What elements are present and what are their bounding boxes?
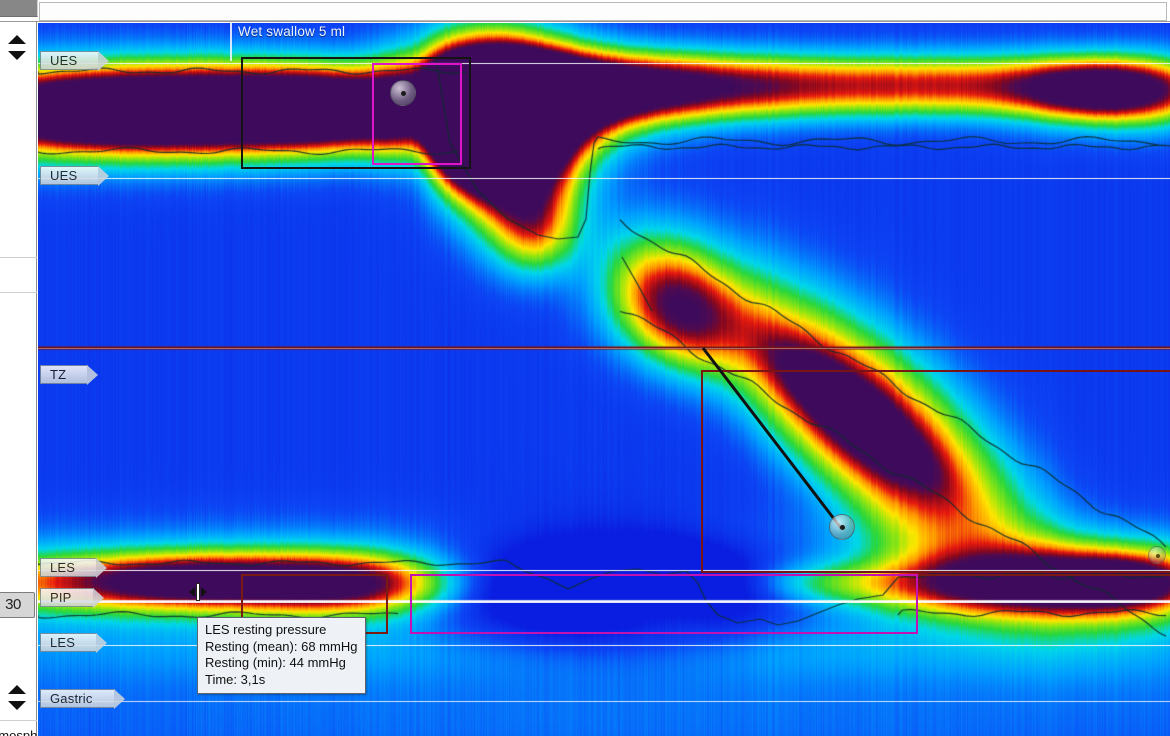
guide-line-les-upper — [38, 570, 1170, 571]
landmark-tag-label: LES — [50, 560, 76, 575]
spinner-up-arrow-icon[interactable] — [8, 685, 26, 694]
landmark-tag-ues-lower[interactable]: UES — [40, 166, 110, 186]
tooltip-title: LES resting pressure — [205, 622, 327, 637]
header-input-field[interactable] — [39, 2, 1167, 21]
cursor-left-arrow-icon — [189, 587, 195, 597]
guide-line-ues-upper — [38, 63, 1170, 64]
guide-line-gastric — [38, 701, 1170, 702]
landmark-tag-label: PIP — [50, 590, 72, 605]
horizontal-resize-cursor[interactable] — [189, 581, 207, 603]
header-corner-block — [0, 0, 38, 17]
left-scale-rail: 30 Atmospheric — [0, 22, 58, 736]
spinner-up-arrow-icon[interactable] — [8, 35, 26, 44]
guide-line-les-lower — [38, 645, 1170, 646]
rail-divider-bottom — [0, 720, 37, 721]
rail-divider-lower — [0, 292, 37, 293]
landmark-tag-les-upper[interactable]: LES — [40, 558, 108, 578]
guide-line-tz-upper — [38, 348, 1170, 349]
rail-divider-upper — [0, 257, 37, 258]
vertical-scale-spinner-top[interactable] — [5, 34, 29, 68]
landmark-tag-gastric[interactable]: Gastric — [40, 689, 125, 709]
tooltip-min-value: Resting (min): 44 mmHg — [205, 655, 346, 670]
atmospheric-baseline-label: Atmospheric — [0, 728, 58, 736]
measurement-handle-ues[interactable] — [390, 80, 416, 106]
pressure-scale-marker[interactable]: 30 — [0, 592, 35, 618]
guide-line-pip — [38, 601, 1170, 603]
landmark-tag-label: UES — [50, 53, 78, 68]
spinner-down-arrow-icon[interactable] — [8, 701, 26, 710]
spinner-divider — [5, 696, 29, 699]
spinner-divider — [5, 46, 29, 49]
cursor-stem-icon — [196, 583, 200, 601]
pressure-topography-plot[interactable]: UES UES TZ LES PIP LES Gastric Wet swallow 5 m… — [38, 23, 1170, 736]
landmark-tag-tz[interactable]: TZ — [40, 365, 99, 385]
measurement-box-tz-dci[interactable] — [701, 370, 1170, 573]
tooltip-time-value: Time: 3,1s — [205, 671, 266, 687]
measurement-handle-tz[interactable] — [829, 514, 855, 540]
landmark-tag-ues-upper[interactable]: UES — [40, 51, 110, 71]
landmark-tag-label: LES — [50, 635, 76, 650]
landmark-tag-label: UES — [50, 168, 78, 183]
les-resting-pressure-tooltip: LES resting pressure Resting (mean): 68 … — [197, 617, 367, 694]
swallow-marker-stem — [230, 23, 232, 61]
spinner-down-arrow-icon[interactable] — [8, 51, 26, 60]
landmark-tag-pip[interactable]: PIP — [40, 588, 104, 608]
measurement-handle-les[interactable] — [1148, 546, 1166, 564]
landmark-tag-les-lower[interactable]: LES — [40, 633, 108, 653]
handle-center-dot — [840, 525, 845, 530]
measurement-box-ues-magenta[interactable] — [372, 63, 462, 165]
landmark-tag-label: Gastric — [50, 691, 93, 706]
swallow-annotation-label: Wet swallow 5 ml — [238, 24, 346, 39]
handle-center-dot — [1156, 554, 1160, 558]
handle-center-dot — [401, 91, 406, 96]
landmark-tag-label: TZ — [50, 367, 67, 382]
measurement-box-les-magenta[interactable] — [410, 574, 918, 634]
measurement-box-ues-black[interactable] — [241, 57, 471, 169]
window-header-strip — [0, 0, 1170, 22]
measurement-line-les-right[interactable] — [918, 574, 1170, 576]
guide-line-ues-lower — [38, 178, 1170, 179]
vertical-scale-spinner-bottom[interactable] — [5, 684, 29, 718]
tooltip-mean-value: Resting (mean): 68 mmHg — [205, 638, 358, 654]
cursor-right-arrow-icon — [201, 587, 207, 597]
